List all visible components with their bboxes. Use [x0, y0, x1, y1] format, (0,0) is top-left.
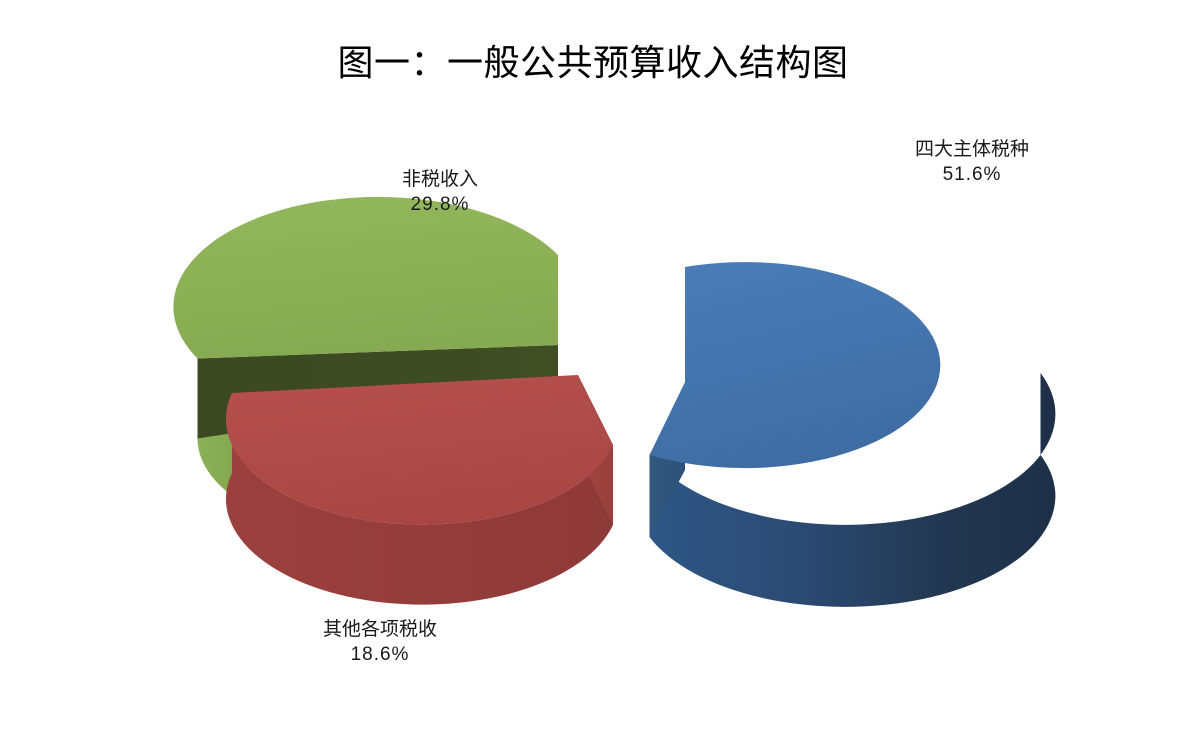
pie-slice-red-top: [225, 375, 613, 525]
slice-label-blue-percent: 51.6%: [942, 164, 1002, 186]
slice-label-red: 其他各项税收 18.6%: [240, 617, 520, 667]
slice-label-red-name: 其他各项税收: [322, 619, 437, 640]
slice-label-green-name: 非税收入: [401, 169, 478, 190]
pie-slice-blue-side: [649, 373, 1056, 607]
pie-slice-blue[interactable]: [649, 262, 1056, 607]
chart-title: 图一：一般公共预算收入结构图: [337, 43, 849, 83]
slice-label-green-percent: 29.8%: [410, 194, 470, 216]
pie-slice-red-side: [225, 393, 613, 605]
slice-label-blue: 四大主体税种 51.6%: [832, 137, 1112, 187]
pie-slice-red[interactable]: [225, 375, 613, 605]
pie-slice-green-top: [173, 196, 559, 359]
slice-label-green: 非税收入 29.8%: [300, 167, 580, 217]
slice-label-red-percent: 18.6%: [350, 644, 410, 666]
pie-slice-blue-top: [649, 262, 941, 469]
slice-label-blue-name: 四大主体税种: [914, 139, 1029, 160]
